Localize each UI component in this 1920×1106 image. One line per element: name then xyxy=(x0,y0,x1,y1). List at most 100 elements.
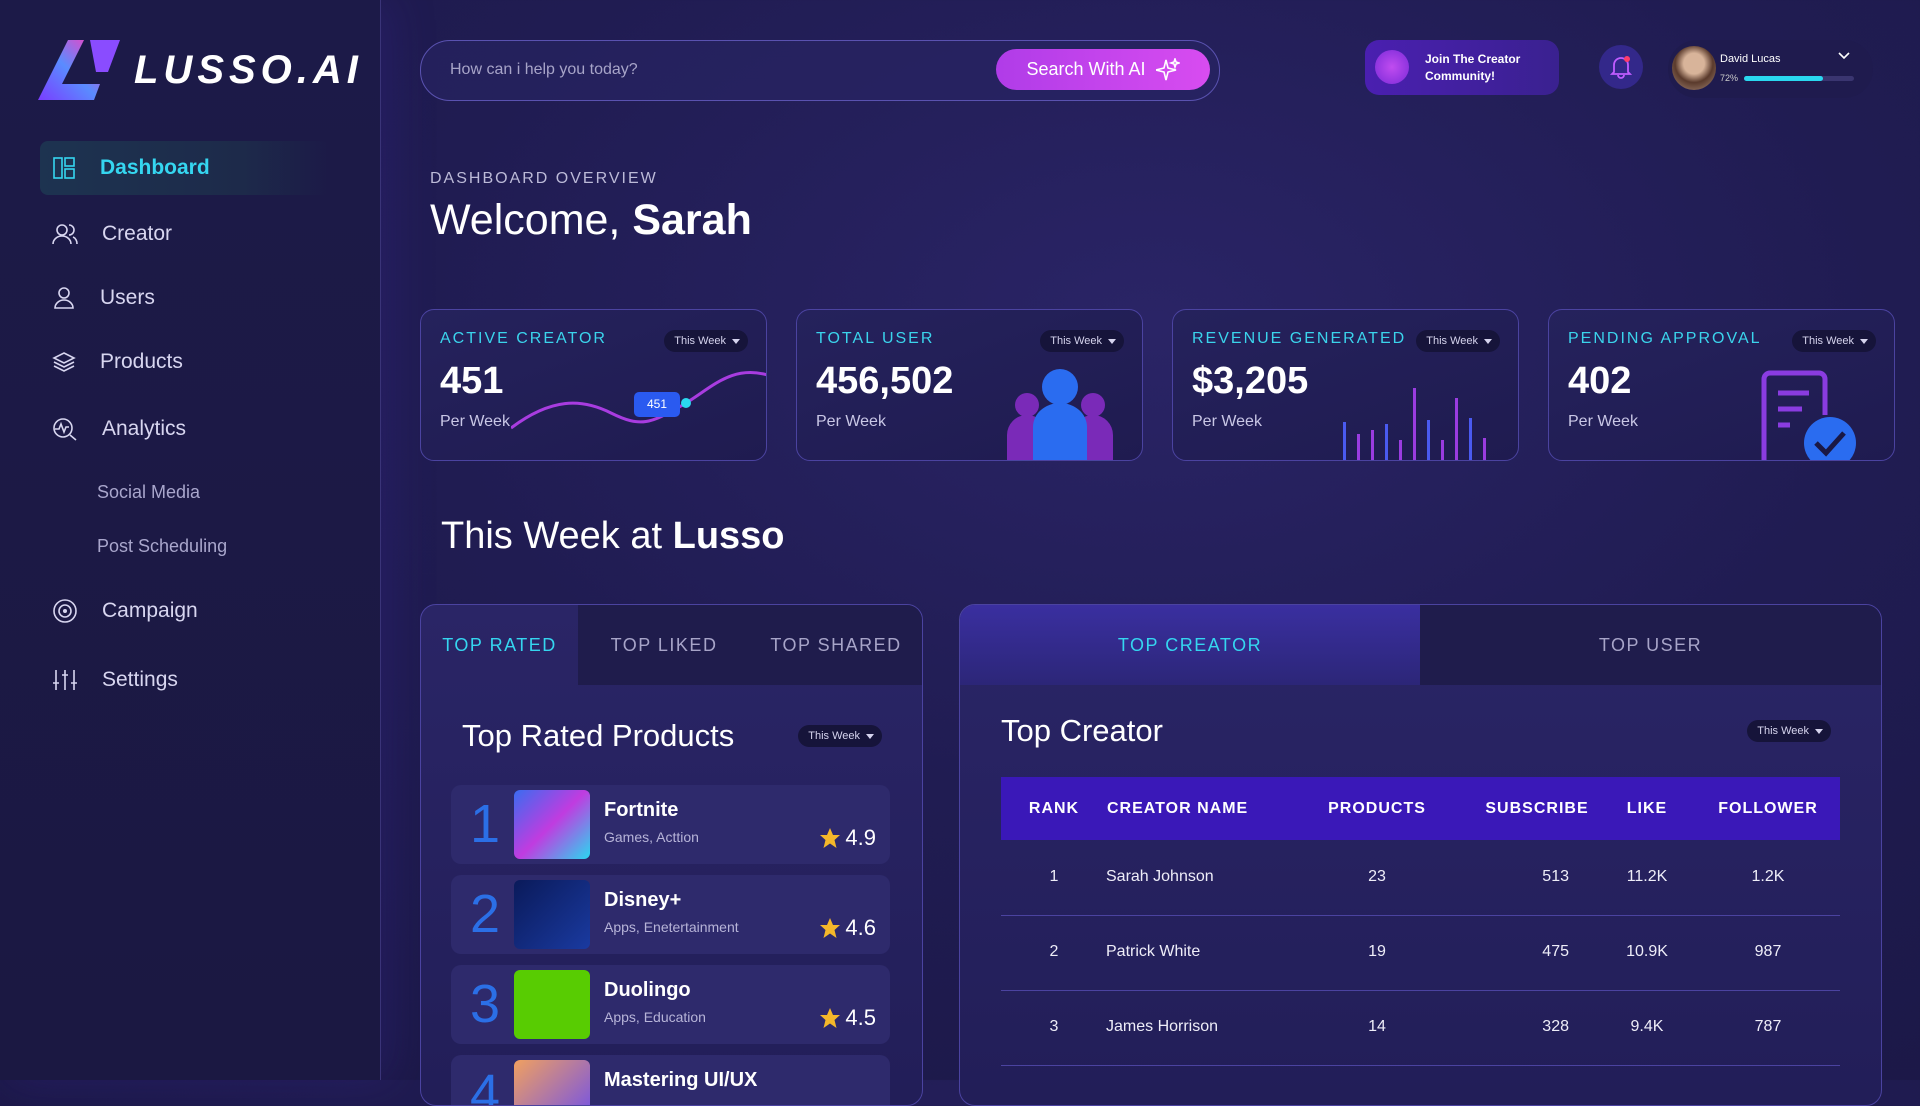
nav-label: Settings xyxy=(102,668,178,691)
nav-icon xyxy=(52,352,76,372)
products-panel: TOP RATED TOP LIKED TOP SHARED Top Rated Pr… xyxy=(420,604,923,1106)
table-cell: 14 xyxy=(1368,1018,1386,1035)
period-select[interactable]: This Week xyxy=(798,725,882,747)
column-header: CREATOR NAME xyxy=(1107,799,1249,817)
table-cell: 987 xyxy=(1754,943,1782,960)
tab[interactable]: TOP USER xyxy=(1420,605,1881,685)
sidebar: LUSSO.AI Dashboard Creator Users Products An… xyxy=(0,0,381,1080)
card-illustration xyxy=(1761,370,1856,460)
logo-mark xyxy=(38,40,120,100)
product-rating: 4.5 xyxy=(819,1005,876,1031)
nav-label: Dashboard xyxy=(100,156,210,179)
stat-title: TOTAL USER xyxy=(816,330,935,347)
product-row[interactable]: 4 Mastering UI/UX xyxy=(451,1055,890,1105)
stat-value: 451 xyxy=(440,360,504,402)
notification-button[interactable] xyxy=(1599,45,1643,89)
progress-track xyxy=(1744,76,1854,81)
stat-value: 456,502 xyxy=(816,360,954,402)
nav-icon xyxy=(52,224,78,245)
user-name: Sarah xyxy=(632,196,752,244)
product-thumbnail xyxy=(514,880,590,949)
period-select[interactable]: This Week xyxy=(1040,330,1124,352)
stat-unit: Per Week xyxy=(1192,413,1262,430)
row-divider xyxy=(1001,915,1840,916)
panel-title: Top Rated Products xyxy=(462,718,735,753)
chevron xyxy=(1838,52,1850,60)
star-icon xyxy=(820,1008,841,1028)
search-button[interactable]: Search With AI xyxy=(996,49,1210,90)
stat-title: PENDING APPROVAL xyxy=(1568,330,1762,347)
nav-item[interactable]: Campaign xyxy=(40,584,330,638)
nav-item[interactable]: Analytics xyxy=(40,402,330,456)
product-category: Apps, Education xyxy=(604,1009,706,1025)
stat-unit: Per Week xyxy=(440,413,510,430)
profile-name: David Lucas xyxy=(1720,53,1781,65)
section-brand: Lusso xyxy=(672,515,785,557)
period-select[interactable]: This Week xyxy=(1792,330,1876,352)
rating-value: 4.6 xyxy=(845,915,876,940)
avatar xyxy=(1672,46,1716,90)
nav-item[interactable]: Dashboard xyxy=(40,141,330,195)
product-row[interactable]: 3 Duolingo Apps, Education 4.5 xyxy=(451,965,890,1044)
period-select[interactable]: This Week xyxy=(1416,330,1500,352)
search-bar[interactable]: How can i help you today? Search With AI xyxy=(420,40,1220,101)
column-header: LIKE xyxy=(1626,799,1668,817)
product-category: Apps, Enetertainment xyxy=(604,919,739,935)
product-rank: 3 xyxy=(469,974,501,1034)
stat-card: PENDING APPROVAL This Week 402 Per Week xyxy=(1548,309,1895,461)
product-category: Games, Acttion xyxy=(604,829,699,845)
community-button[interactable]: Join The Creator Community! xyxy=(1365,40,1559,95)
nav-subitem[interactable]: Post Scheduling xyxy=(97,536,228,556)
nav-item[interactable]: Creator xyxy=(40,207,330,261)
table-cell: 23 xyxy=(1368,868,1386,885)
eyebrow: DASHBOARD OVERVIEW xyxy=(430,170,658,187)
tab[interactable]: TOP SHARED xyxy=(750,605,922,685)
card-illustration xyxy=(1343,388,1486,460)
logo-text: LUSSO.AI xyxy=(134,48,363,92)
column-header: FOLLOWER xyxy=(1718,799,1818,817)
column-header: RANK xyxy=(1028,799,1080,817)
section-text: This Week at xyxy=(441,515,663,557)
table-cell: 9.4K xyxy=(1630,1018,1664,1035)
tab[interactable]: TOP CREATOR xyxy=(960,605,1420,685)
table-cell: 19 xyxy=(1368,943,1386,960)
welcome: Welcome, Sarah xyxy=(430,196,752,245)
product-rating: 4.9 xyxy=(819,825,876,851)
column-header: PRODUCTS xyxy=(1328,799,1426,817)
table-cell: 3 xyxy=(1049,1018,1059,1035)
stat-badge: 451 xyxy=(634,392,680,417)
row-divider xyxy=(1001,990,1840,991)
nav-icon xyxy=(53,599,77,623)
table-cell: 10.9K xyxy=(1626,943,1668,960)
nav-item[interactable]: Settings xyxy=(40,653,330,707)
product-name: Fortnite xyxy=(604,799,679,821)
tab[interactable]: TOP RATED xyxy=(442,634,557,655)
stat-card: ACTIVE CREATOR This Week 451 Per Week 451 xyxy=(420,309,767,461)
nav-icon xyxy=(53,157,75,179)
table-cell: 513 xyxy=(1542,868,1569,885)
rating-value: 4.5 xyxy=(845,1005,876,1030)
tab[interactable]: TOP LIKED xyxy=(578,605,750,685)
search-placeholder: How can i help you today? xyxy=(450,61,638,78)
stat-value: $3,205 xyxy=(1192,360,1309,402)
nav-icon xyxy=(54,287,74,309)
product-row[interactable]: 1 Fortnite Games, Acttion 4.9 xyxy=(451,785,890,864)
row-divider xyxy=(1001,1065,1840,1066)
nav-label: Users xyxy=(100,286,155,309)
stat-title: REVENUE GENERATED xyxy=(1192,330,1407,347)
progress-label: 72% xyxy=(1720,73,1739,83)
table-cell: 475 xyxy=(1542,943,1569,960)
profile[interactable]: David Lucas 72% xyxy=(1668,40,1873,98)
community-label: Join The Creator Community! xyxy=(1425,52,1521,83)
nav-item[interactable]: Users xyxy=(40,271,330,325)
product-thumbnail xyxy=(514,790,590,859)
nav-item[interactable]: Products xyxy=(40,335,330,389)
product-rank: 1 xyxy=(469,794,501,854)
nav-subitem[interactable]: Social Media xyxy=(97,482,201,502)
period-select[interactable]: This Week xyxy=(664,330,748,352)
section-title: This Week at Lusso xyxy=(441,515,785,558)
product-row[interactable]: 2 Disney+ Apps, Enetertainment 4.6 xyxy=(451,875,890,954)
table-cell: 1 xyxy=(1049,868,1059,885)
product-rank: 2 xyxy=(469,884,501,944)
period-select[interactable]: This Week xyxy=(1747,720,1831,742)
